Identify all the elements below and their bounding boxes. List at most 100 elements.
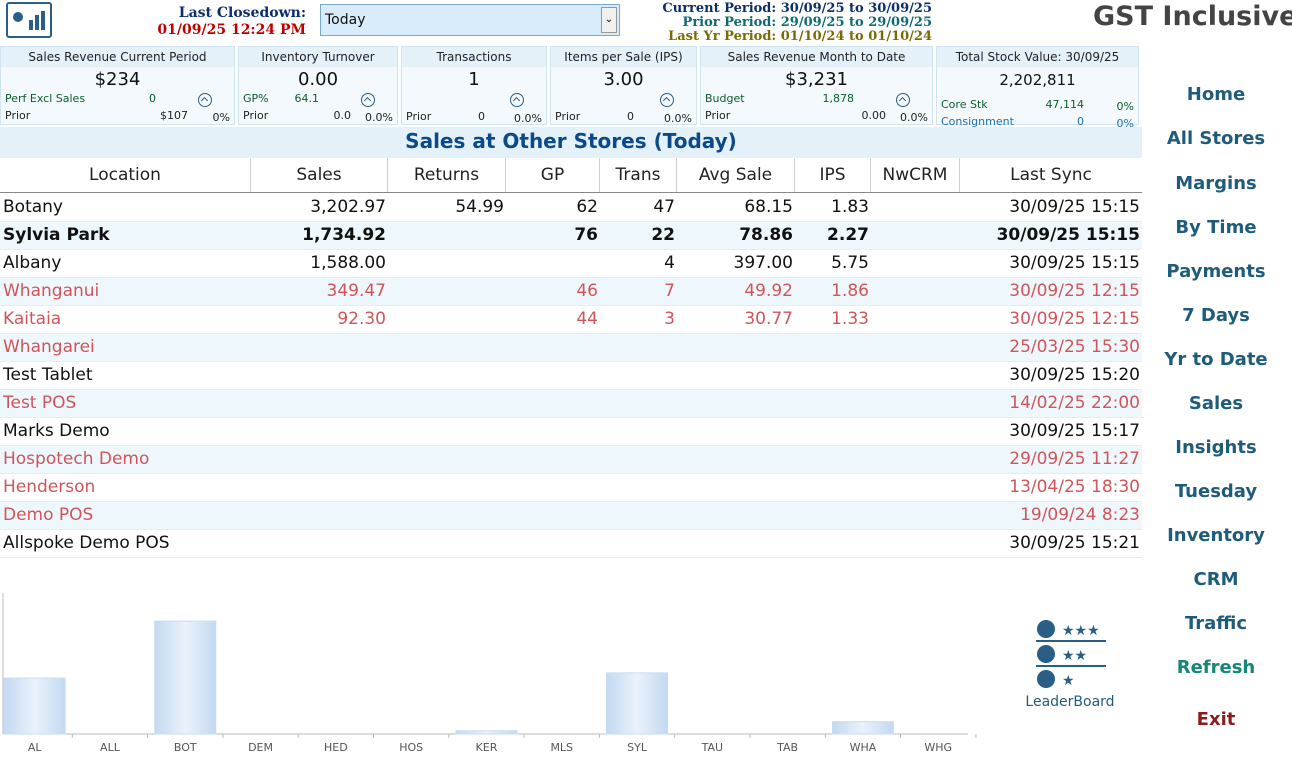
- card-title: Inventory Turnover: [239, 47, 397, 67]
- trend-icon: [361, 93, 375, 107]
- card-row-label: Prior: [555, 110, 581, 123]
- location: Botany: [3, 197, 63, 217]
- nav-button[interactable]: By Time: [1175, 217, 1257, 238]
- leaderboard-label[interactable]: LeaderBoard: [1025, 694, 1115, 710]
- nav-button[interactable]: Margins: [1175, 173, 1257, 194]
- card-row-label: Prior: [705, 109, 731, 122]
- card-row-label: Prior: [5, 109, 31, 122]
- card-title: Sales Revenue Month to Date: [701, 47, 932, 67]
- location: Hospotech Demo: [3, 449, 150, 469]
- cell: 30/09/25 12:15: [1009, 309, 1140, 329]
- card-row-value: 0: [149, 92, 156, 105]
- cell: 1.86: [831, 281, 869, 301]
- table-row[interactable]: [0, 306, 1142, 334]
- nav-button[interactable]: Traffic: [1184, 613, 1248, 634]
- card-row-label: Budget: [705, 92, 745, 105]
- nav-button[interactable]: Exit: [1196, 709, 1236, 730]
- stat-card: Total Stock Value: 30/09/25 2,202,811 Core…: [936, 46, 1139, 130]
- x-tick-label: ALL: [100, 741, 121, 754]
- nav-button[interactable]: Insights: [1175, 437, 1257, 458]
- card-row-pct: 0.0%: [900, 111, 928, 124]
- x-tick-label: WHA: [850, 741, 877, 754]
- location: Test Tablet: [3, 365, 93, 385]
- table-row[interactable]: [0, 390, 1142, 418]
- stat-card: Transactions 1 Prior 0 0.0%: [401, 46, 547, 125]
- cell: 349.47: [326, 281, 386, 301]
- chart: AL ALL BOT DEM HED HOS KER MLS SYL TAU TAB WHA WHG: [2, 593, 977, 754]
- location: Albany: [3, 253, 62, 273]
- table-row[interactable]: [0, 362, 1142, 390]
- table-row[interactable]: [0, 446, 1142, 474]
- table-row[interactable]: [0, 222, 1142, 250]
- table-row[interactable]: [0, 334, 1142, 362]
- nav-button[interactable]: All Stores: [1166, 128, 1266, 149]
- cell: 19/09/24 8:23: [1020, 505, 1140, 525]
- nav-button[interactable]: Sales: [1188, 393, 1244, 414]
- nav-button[interactable]: CRM: [1193, 569, 1239, 590]
- period: Current Period: 30/09/25 to 30/09/25: [662, 1, 932, 16]
- cell: 47: [653, 197, 675, 217]
- card-row-value: 0: [627, 110, 634, 123]
- card-value: 1: [468, 69, 480, 90]
- card-row-label: Consignment: [941, 115, 1014, 128]
- nav-button[interactable]: Payments: [1166, 261, 1266, 282]
- column-header: Location: [0, 158, 251, 192]
- column-header: NwCRM: [871, 158, 960, 192]
- table-row[interactable]: [0, 530, 1142, 558]
- dropdown-button[interactable]: ⌄: [601, 7, 617, 33]
- x-tick-label: HED: [324, 741, 348, 754]
- location: Henderson: [3, 477, 96, 497]
- trend-icon: [510, 93, 524, 107]
- table-row[interactable]: [0, 250, 1142, 278]
- trend-icon: [896, 93, 910, 107]
- location: Whangarei: [3, 337, 95, 357]
- card-row-value: 0: [1077, 115, 1084, 128]
- trend-icon: [198, 93, 212, 107]
- column-header: GP: [506, 158, 600, 192]
- location: Allspoke Demo POS: [3, 533, 170, 553]
- nav-button[interactable]: Tuesday: [1174, 481, 1258, 502]
- header-rule: [0, 192, 1142, 193]
- location: Kaitaia: [3, 309, 62, 329]
- bar: [3, 677, 66, 735]
- nav-button[interactable]: Inventory: [1167, 525, 1265, 546]
- table-row[interactable]: [0, 278, 1142, 306]
- cell: 13/04/25 18:30: [1009, 477, 1140, 497]
- card-value: 0.00: [297, 69, 339, 90]
- svg-text:★★: ★★: [1062, 648, 1087, 664]
- cell: 76: [574, 225, 598, 245]
- nav-button[interactable]: Yr to Date: [1164, 349, 1268, 370]
- card-value: $3,231: [785, 69, 848, 90]
- nav-button[interactable]: 7 Days: [1182, 305, 1250, 326]
- nav-button[interactable]: Home: [1186, 84, 1246, 105]
- cell: 5.75: [831, 253, 869, 273]
- table-row[interactable]: [0, 502, 1142, 530]
- table-row[interactable]: [0, 474, 1142, 502]
- card-title: Items per Sale (IPS): [551, 47, 696, 67]
- location: Test POS: [3, 393, 77, 413]
- card-value: 3.00: [603, 69, 644, 90]
- period-select[interactable]: Today ⌄: [320, 4, 620, 36]
- card-row-pct: 0.0%: [365, 111, 393, 124]
- nav-button[interactable]: Refresh: [1176, 657, 1256, 678]
- x-tick-label: TAB: [776, 741, 798, 754]
- x-tick-label: SYL: [627, 741, 648, 754]
- card-row-pct: 0.0%: [514, 112, 542, 125]
- cell: 25/03/25 15:30: [1009, 337, 1140, 357]
- cell: 49.92: [744, 281, 793, 301]
- card-value: $234: [94, 69, 141, 90]
- card-row-value: $107: [160, 109, 188, 122]
- leaderboard-icon[interactable]: ★★★ ★★ ★: [1034, 618, 1106, 690]
- table-row[interactable]: [0, 418, 1142, 446]
- cell: 1,588.00: [310, 253, 386, 273]
- trend-icon: [660, 93, 674, 107]
- x-tick-label: HOS: [399, 741, 423, 754]
- bar: [831, 721, 894, 735]
- table-row[interactable]: [0, 194, 1142, 222]
- cell: 30/09/25 15:17: [1009, 421, 1140, 441]
- cell: 2.27: [827, 225, 869, 245]
- cell: 68.15: [744, 197, 793, 217]
- cell: 1.33: [831, 309, 869, 329]
- x-tick-label: MLS: [550, 741, 573, 754]
